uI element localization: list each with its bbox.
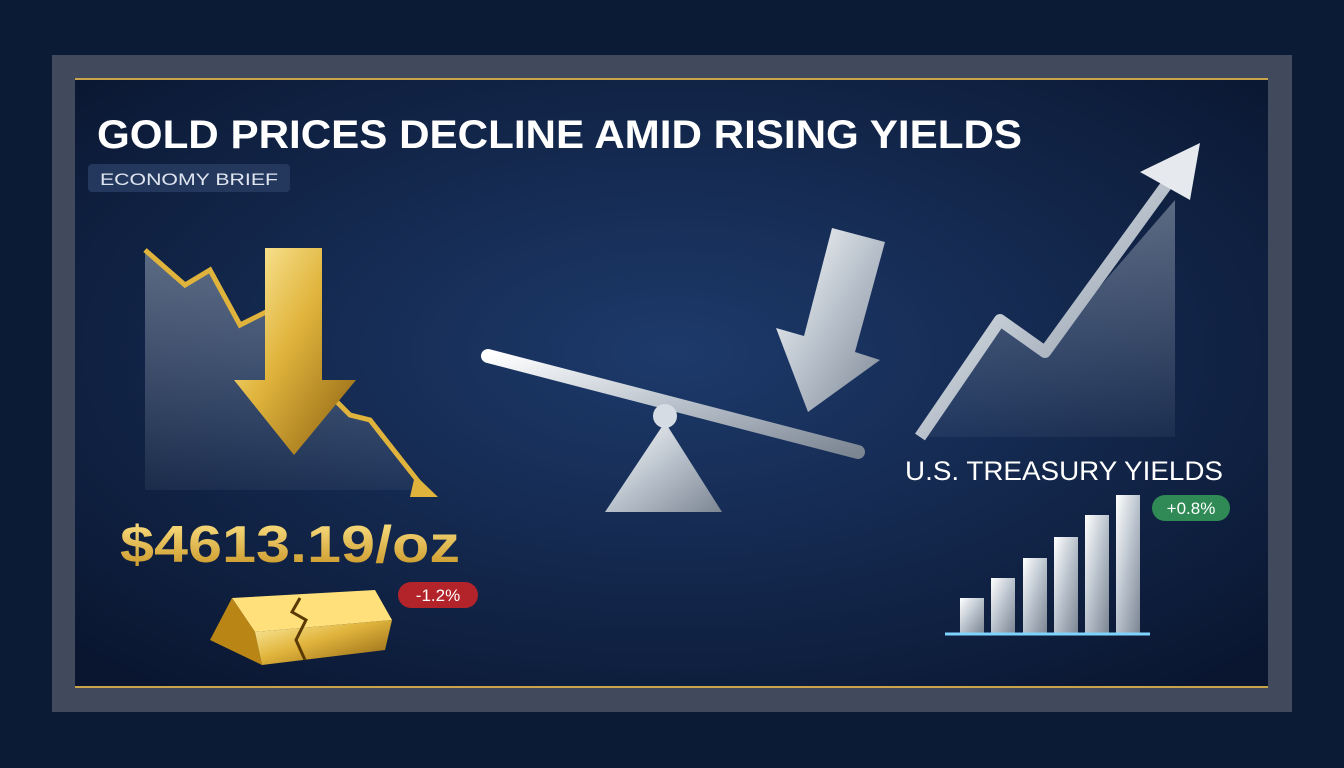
gold-bar-crack <box>289 597 308 661</box>
rise-line <box>915 176 1175 441</box>
gold-change: -1.2% <box>416 586 460 605</box>
subtitle: ECONOMY BRIEF <box>100 170 278 189</box>
yields-change-badge <box>1152 495 1230 521</box>
gold-bar-top <box>232 590 392 632</box>
rise-area <box>920 200 1175 437</box>
gold-change-badge <box>398 582 478 608</box>
pressure-arrow <box>776 228 885 412</box>
subtitle-box <box>88 164 290 192</box>
gold-price: $4613.19/oz <box>120 516 460 574</box>
yield-bar <box>1085 515 1109 633</box>
pivot <box>653 404 677 428</box>
yields-change: +0.8% <box>1167 499 1216 518</box>
yield-bar <box>991 578 1015 633</box>
title: GOLD PRICES DECLINE AMID RISING YIELDS <box>97 113 1022 157</box>
rise-arrowhead <box>1140 143 1200 200</box>
yield-bars <box>945 495 1150 636</box>
yield-bar <box>1054 537 1078 633</box>
gold-bar-side <box>210 598 262 665</box>
yield-bar <box>960 598 984 633</box>
beam <box>481 349 865 459</box>
decline-arrowhead <box>410 475 438 497</box>
yields-label: U.S. TREASURY YIELDS <box>905 456 1223 486</box>
fulcrum <box>605 422 722 512</box>
yield-bar <box>1023 558 1047 633</box>
gold-arrow <box>234 248 356 455</box>
yield-bar <box>1116 495 1140 633</box>
gold-bar-front <box>255 620 392 665</box>
